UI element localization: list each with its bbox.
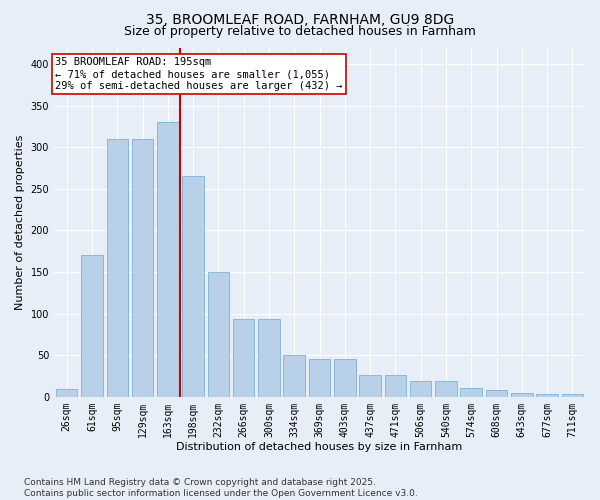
Bar <box>309 360 330 397</box>
Bar <box>460 388 482 397</box>
Text: Contains HM Land Registry data © Crown copyright and database right 2025.
Contai: Contains HM Land Registry data © Crown c… <box>24 478 418 498</box>
Bar <box>56 388 77 397</box>
Bar <box>410 381 431 397</box>
Bar <box>208 272 229 397</box>
Bar <box>81 256 103 397</box>
Bar <box>334 360 356 397</box>
Bar <box>182 176 204 397</box>
Bar <box>132 139 153 397</box>
Y-axis label: Number of detached properties: Number of detached properties <box>15 134 25 310</box>
Text: 35 BROOMLEAF ROAD: 195sqm
← 71% of detached houses are smaller (1,055)
29% of se: 35 BROOMLEAF ROAD: 195sqm ← 71% of detac… <box>55 58 343 90</box>
Bar <box>233 320 254 397</box>
Bar <box>511 392 533 397</box>
Bar <box>562 394 583 397</box>
Bar <box>107 139 128 397</box>
Bar <box>258 320 280 397</box>
Bar <box>359 375 381 397</box>
X-axis label: Distribution of detached houses by size in Farnham: Distribution of detached houses by size … <box>176 442 463 452</box>
Bar <box>536 394 558 397</box>
Bar <box>385 375 406 397</box>
Text: 35, BROOMLEAF ROAD, FARNHAM, GU9 8DG: 35, BROOMLEAF ROAD, FARNHAM, GU9 8DG <box>146 12 454 26</box>
Bar <box>157 122 179 397</box>
Bar <box>486 390 507 397</box>
Bar <box>283 355 305 397</box>
Bar <box>435 381 457 397</box>
Text: Size of property relative to detached houses in Farnham: Size of property relative to detached ho… <box>124 25 476 38</box>
